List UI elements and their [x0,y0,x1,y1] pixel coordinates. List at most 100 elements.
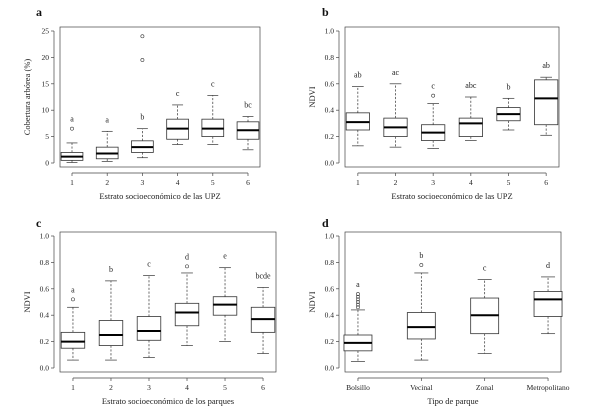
y-tick-label: 10 [42,106,50,115]
boxplot-4: abc [458,81,483,141]
significance-letter: ab [542,61,550,70]
x-tick-label: 5 [507,178,511,187]
x-tick-label: 3 [147,383,151,392]
boxplot-6: ab [534,61,559,136]
significance-letter: ab [354,70,362,79]
outlier-point [356,297,360,302]
significance-letter: a [356,280,360,289]
y-tick-label: 0.6 [325,284,335,293]
outlier-point [185,264,189,269]
boxplot-Zonal: c [470,264,500,354]
iqr-box [174,302,200,327]
outlier-point [356,300,360,304]
y-tick-label: 0.4 [325,311,335,320]
outlier-point [356,294,360,299]
significance-letter: c [176,89,180,98]
boxplot-3: c [421,82,446,149]
significance-letter: a [70,115,74,124]
plot-frame [344,26,560,168]
x-axis-title: Estrato socioeconómico de los parques [102,396,234,406]
iqr-box [533,291,563,317]
y-axis-title: NDVI [22,291,32,312]
x-tick-label: 2 [109,383,113,392]
iqr-box [98,320,124,346]
y-tick-label: 0.8 [40,258,50,267]
x-tick-label: 3 [431,178,435,187]
significance-letter: b [140,113,144,122]
y-axis-title: NDVI [307,86,317,107]
panel-d: d 0.0 0.2 0.4 0.6 0.8 1.0 Bolsillo Vecinal Zonal M… [307,216,570,406]
outlier-point [356,305,360,310]
plot-frame [344,231,562,373]
y-tick-label: 0.2 [325,337,335,346]
boxplot-Metropolitano: d [533,261,563,335]
panel-letter: d [322,216,329,230]
significance-letter: c [147,260,151,269]
y-tick-label: 0.0 [40,364,50,373]
y-axis-title: NDVI [307,291,317,312]
significance-letter: b [109,265,113,274]
iqr-box [534,79,559,126]
x-tick-label: Vecinal [410,383,433,392]
significance-letter: b [419,251,423,260]
boxplot-6: bc [236,101,260,151]
boxplot-2: a [95,115,119,162]
iqr-box [406,312,436,340]
boxplot-1: a [60,285,86,361]
boxplot-3: c [136,260,162,358]
significance-letter: e [223,252,227,261]
x-tick-label: Bolsillo [346,383,370,392]
panel-c: c 0.0 0.2 0.4 0.6 0.8 1.0 1 2 3 4 5 6 Estrato socioec… [22,216,277,406]
y-tick-label: 15 [42,79,50,88]
outlier-point [71,297,75,302]
iqr-box [212,296,238,316]
significance-letter: c [483,264,487,273]
panel-letter: a [36,5,42,19]
y-tick-label: 0.2 [40,337,50,346]
boxplot-1: ab [345,70,370,147]
boxplot-5: b [496,82,521,131]
y-tick-label: 0.0 [325,364,335,373]
x-tick-label: 4 [469,178,473,187]
outlier-point [140,34,145,39]
y-tick-label: 0.4 [325,106,335,115]
boxplot-2: b [98,265,124,361]
boxplot-4: c [166,89,189,145]
significance-letter: a [105,115,109,124]
x-tick-label: 6 [544,178,548,187]
y-tick-label: 1.0 [40,232,50,241]
y-tick-label: 0.6 [325,79,335,88]
y-tick-label: 0.0 [325,159,335,168]
y-tick-label: 0.2 [325,132,335,141]
y-tick-label: 0.4 [40,311,50,320]
x-tick-label: 1 [70,178,74,187]
outlier-point [356,292,360,296]
significance-letter: d [546,261,550,270]
x-axis-title: Tipo de parque [427,396,478,406]
significance-letter: d [185,252,189,261]
boxplot-2: ac [383,68,408,148]
y-tick-label: 1.0 [325,27,335,36]
boxplot-Vecinal: b [406,251,436,361]
y-tick-label: 0.6 [40,284,50,293]
boxplot-6: bcde [250,271,276,354]
significance-letter: a [71,285,75,294]
x-tick-label: 2 [394,178,398,187]
outlier-point [419,263,424,267]
y-tick-label: 0.8 [325,258,335,267]
y-tick-label: 20 [42,53,50,62]
y-tick-label: 1.0 [325,232,335,241]
y-tick-label: 0 [45,159,49,168]
outlier-point [356,302,360,307]
outlier-point [431,93,436,98]
plot-frame [59,231,277,373]
significance-letter: ac [392,68,400,77]
x-axis-title: Estrato socioeconómico de las UPZ [391,191,512,201]
x-tick-label: 1 [71,383,75,392]
plot-frame [59,26,261,168]
x-tick-label: 4 [185,383,189,392]
x-axis-title: Estrato socioeconómico de las UPZ [99,191,220,201]
outlier-point [140,58,145,62]
x-tick-label: 6 [246,178,250,187]
